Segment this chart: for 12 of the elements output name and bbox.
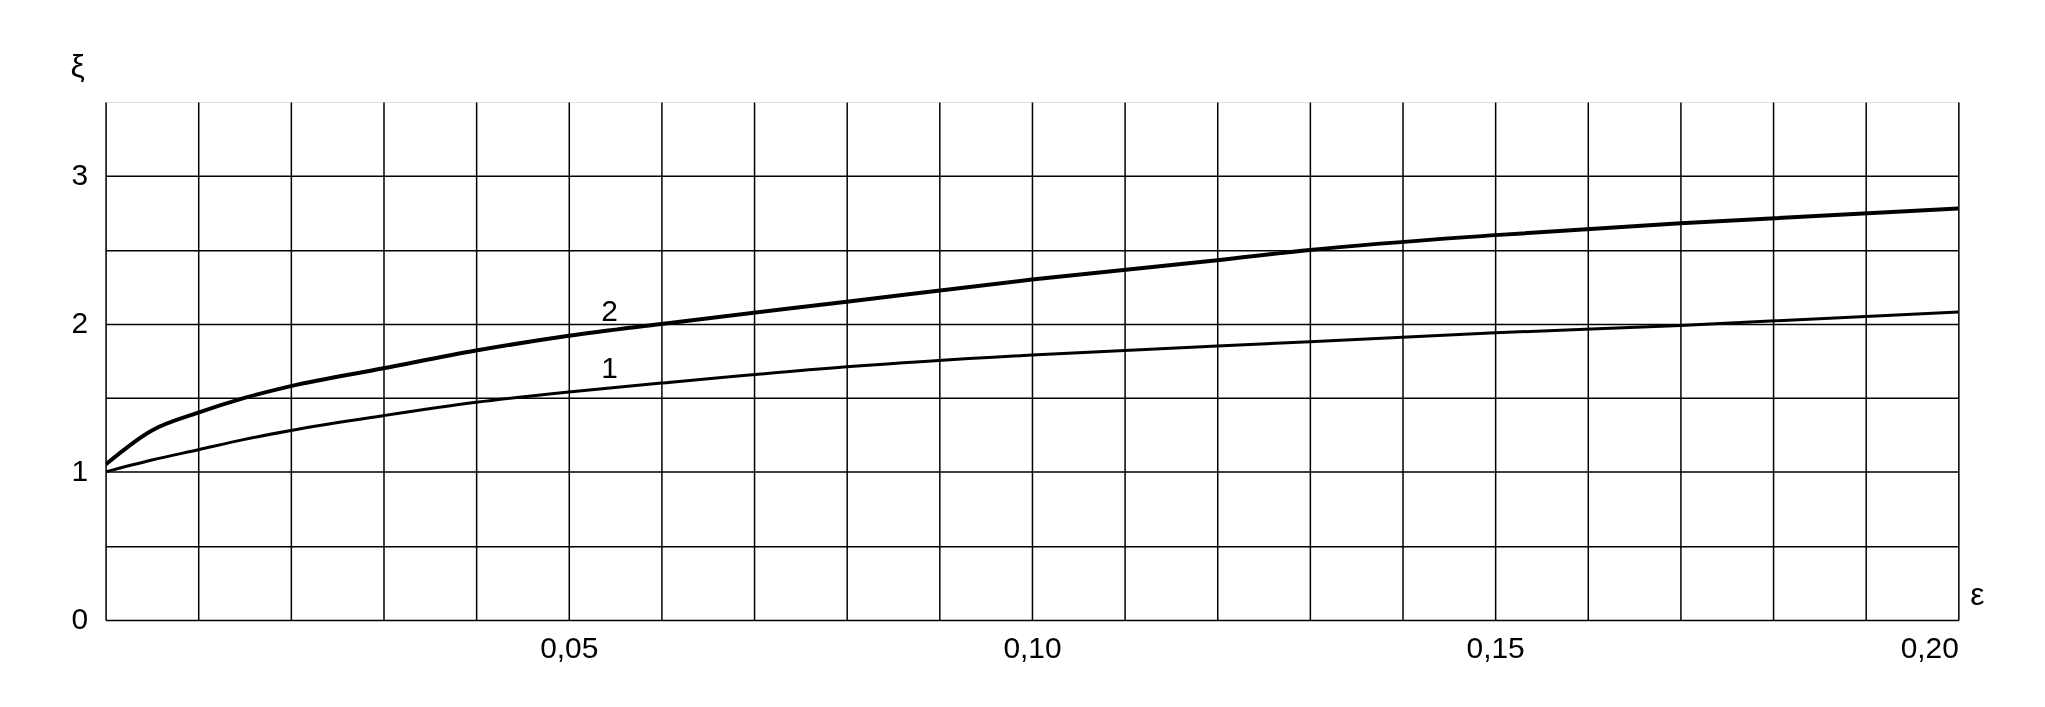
y-axis-title: ξ	[70, 48, 85, 85]
y-tick-label: 0	[71, 602, 89, 636]
x-axis-title: ε	[1970, 575, 1985, 612]
annotation: 2	[601, 294, 618, 328]
y-tick-label: 2	[71, 306, 89, 340]
x-tick-label: 0,10	[1003, 631, 1062, 665]
y-tick-label: 1	[71, 454, 89, 488]
y-tick-label: 3	[71, 158, 89, 192]
x-tick-label: 0,15	[1466, 631, 1525, 665]
x-tick-label: 0,20	[1900, 631, 1959, 665]
annotation: 1	[601, 350, 618, 384]
x-tick-label: 0,05	[540, 631, 599, 665]
